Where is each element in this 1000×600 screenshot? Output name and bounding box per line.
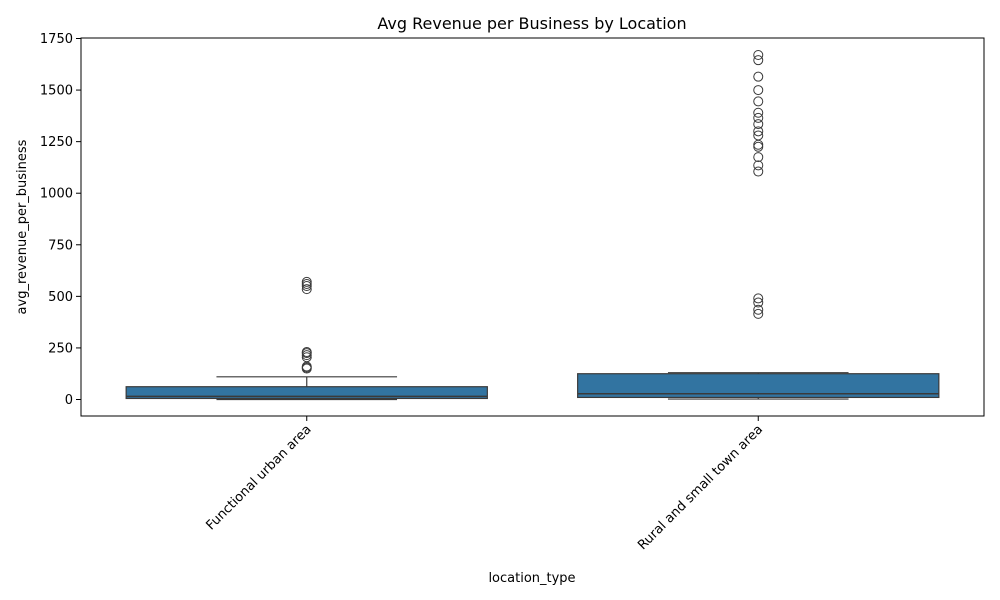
x-axis: Functional urban area Rural and small tow… <box>203 416 766 553</box>
y-tick-label: 1000 <box>40 187 73 202</box>
outlier-point <box>753 297 764 308</box>
chart-title: Avg Revenue per Business by Location <box>377 14 686 33</box>
plot-area <box>125 50 940 401</box>
outlier-point <box>753 141 764 152</box>
y-axis-label: avg_revenue_per_business <box>15 139 30 314</box>
x-axis-label: location_type <box>488 571 575 586</box>
outlier-point <box>301 281 312 292</box>
outlier-point <box>753 119 764 130</box>
outlier-point <box>301 278 312 289</box>
x-tick-label: Functional urban area <box>203 422 314 533</box>
box-group <box>125 276 488 401</box>
x-tick-label: Rural and small town area <box>635 422 766 553</box>
outlier-point <box>753 55 764 66</box>
box-group <box>577 50 940 400</box>
outlier-point <box>753 96 764 107</box>
y-tick-label: 750 <box>48 238 73 253</box>
iqr-box <box>125 386 488 400</box>
y-tick-label: 1750 <box>40 32 73 47</box>
y-tick-label: 1250 <box>40 135 73 150</box>
outlier-point <box>753 112 764 123</box>
outlier-point <box>753 71 764 82</box>
outlier-point <box>753 50 764 61</box>
outlier-point <box>753 308 764 319</box>
y-tick-label: 250 <box>48 341 73 356</box>
outlier-point <box>753 293 764 304</box>
outlier-point <box>753 304 764 315</box>
y-axis: 0 250 500 750 1000 1250 1500 1750 <box>40 32 81 408</box>
outlier-point <box>753 126 764 137</box>
y-tick-label: 1500 <box>40 84 73 99</box>
iqr-box <box>577 373 940 399</box>
outlier-point <box>753 139 764 150</box>
outlier-point <box>753 166 764 177</box>
outlier-point <box>301 284 312 295</box>
outlier-point <box>753 85 764 96</box>
y-tick-label: 0 <box>65 393 73 408</box>
outlier-point <box>753 152 764 163</box>
outlier-point <box>753 107 764 118</box>
y-tick-label: 500 <box>48 290 73 305</box>
axes-frame <box>80 37 985 417</box>
outlier-point <box>753 160 764 171</box>
outlier-point <box>301 363 312 374</box>
